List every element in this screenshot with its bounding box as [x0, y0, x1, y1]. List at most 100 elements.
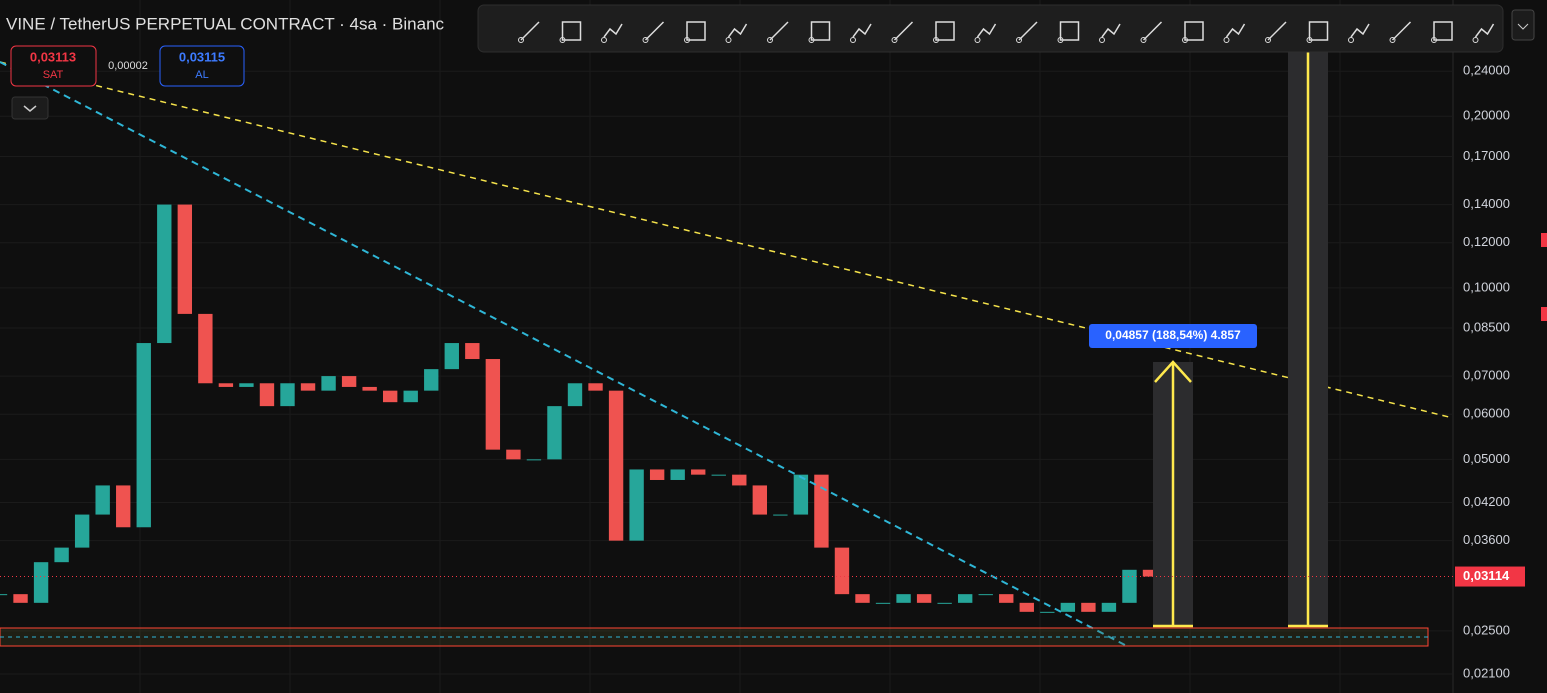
candle	[814, 474, 829, 548]
sell-price: 0,03113	[30, 49, 76, 64]
tool-handle	[601, 37, 607, 43]
tool-handle	[1306, 37, 1313, 43]
tool-icon	[1059, 21, 1080, 41]
arrow-head	[1154, 360, 1192, 383]
tool-icon	[1142, 21, 1163, 41]
tool-button[interactable]	[1182, 21, 1204, 43]
tool-button[interactable]	[684, 21, 706, 43]
measure-text: 0,04857 (188,54%) 4.857	[1105, 328, 1241, 342]
tool-button[interactable]	[1265, 21, 1287, 43]
tool-icon	[1391, 21, 1412, 41]
tool-handle	[1431, 37, 1437, 43]
axis-marker	[1541, 233, 1547, 247]
tool-button[interactable]	[933, 21, 955, 43]
tool-button[interactable]	[1472, 23, 1495, 43]
y-tick-label: 0,24000	[1463, 63, 1510, 78]
tool-handle	[684, 37, 690, 43]
candle	[259, 383, 275, 407]
tool-button[interactable]	[601, 23, 623, 43]
candle	[300, 383, 316, 391]
tool-button[interactable]	[974, 23, 997, 43]
tool-button[interactable]	[642, 21, 665, 43]
candle	[670, 469, 685, 480]
candle	[485, 359, 501, 450]
tool-button[interactable]	[1389, 21, 1412, 43]
candle	[218, 383, 234, 387]
tool-icon	[727, 23, 748, 38]
buy-button[interactable]	[159, 45, 245, 87]
y-tick-label: 0,06000	[1463, 406, 1510, 421]
candle	[54, 547, 69, 563]
candle	[629, 469, 644, 541]
tool-handle	[1099, 37, 1105, 43]
tool-button[interactable]	[725, 23, 748, 43]
tool-icon	[893, 21, 914, 41]
candle	[1060, 602, 1076, 612]
tool-handle	[850, 37, 856, 43]
tool-icon	[561, 21, 582, 41]
tool-icon	[1267, 21, 1287, 41]
sell-button[interactable]	[10, 45, 97, 87]
candle	[506, 449, 521, 460]
tool-icon	[935, 21, 955, 41]
candle	[1101, 602, 1117, 612]
y-tick-label: 0,14000	[1463, 196, 1510, 211]
tool-handle	[1016, 37, 1022, 43]
last-price-tag	[1455, 566, 1525, 587]
candle	[362, 386, 377, 391]
tool-handle	[1265, 37, 1271, 43]
y-tick-label: 0,05000	[1463, 451, 1510, 466]
y-tick-label: 0,07000	[1463, 368, 1510, 383]
tool-button[interactable]	[1431, 21, 1453, 43]
y-tick-label: 0,02100	[1463, 665, 1510, 680]
tool-handle	[1389, 37, 1396, 43]
tool-button[interactable]	[1306, 21, 1329, 43]
tool-button[interactable]	[1016, 21, 1038, 43]
candle	[875, 602, 891, 604]
candle	[341, 376, 357, 387]
candle	[13, 594, 28, 603]
candle	[424, 369, 439, 391]
candle	[1040, 611, 1055, 613]
tool-button[interactable]	[850, 23, 872, 43]
tool-handle	[767, 37, 773, 43]
y-tick-label: 0,20000	[1463, 108, 1510, 123]
candle	[547, 406, 562, 460]
candle	[444, 343, 459, 370]
tool-button[interactable]	[1140, 21, 1163, 43]
chevron	[23, 105, 37, 112]
tool-button[interactable]	[1057, 21, 1080, 43]
y-tick-label: 0,02500	[1463, 622, 1510, 637]
tool-button[interactable]	[808, 21, 831, 43]
measure-tag	[1089, 324, 1257, 348]
tool-handle	[1140, 37, 1147, 43]
collapse-button[interactable]	[11, 96, 49, 120]
tool-button[interactable]	[891, 21, 914, 43]
tool-icon	[1184, 21, 1204, 41]
candle	[916, 594, 932, 603]
y-tick-label: 0,03600	[1463, 532, 1510, 547]
tool-handle	[725, 37, 732, 43]
candle	[198, 313, 213, 384]
tool-button[interactable]	[1348, 23, 1370, 43]
tool-button[interactable]	[1223, 23, 1246, 43]
candle	[957, 594, 973, 603]
candle	[711, 474, 726, 476]
buy-price: 0,03115	[179, 49, 225, 64]
tool-button[interactable]	[559, 21, 582, 43]
candle	[588, 383, 603, 391]
tool-handle	[933, 37, 939, 43]
tool-button[interactable]	[767, 21, 789, 43]
trend-line[interactable]	[0, 61, 1454, 419]
tool-icon	[1101, 23, 1121, 38]
tool-handle	[1223, 37, 1230, 43]
y-tick-label: 0,17000	[1463, 148, 1510, 163]
candle	[1019, 602, 1034, 612]
tool-button[interactable]	[518, 21, 540, 43]
candle	[382, 390, 398, 403]
tool-button[interactable]	[1099, 23, 1121, 43]
tool-handle	[808, 37, 815, 43]
candle	[834, 547, 850, 595]
candle	[649, 469, 665, 480]
menu-button[interactable]	[1511, 9, 1535, 41]
